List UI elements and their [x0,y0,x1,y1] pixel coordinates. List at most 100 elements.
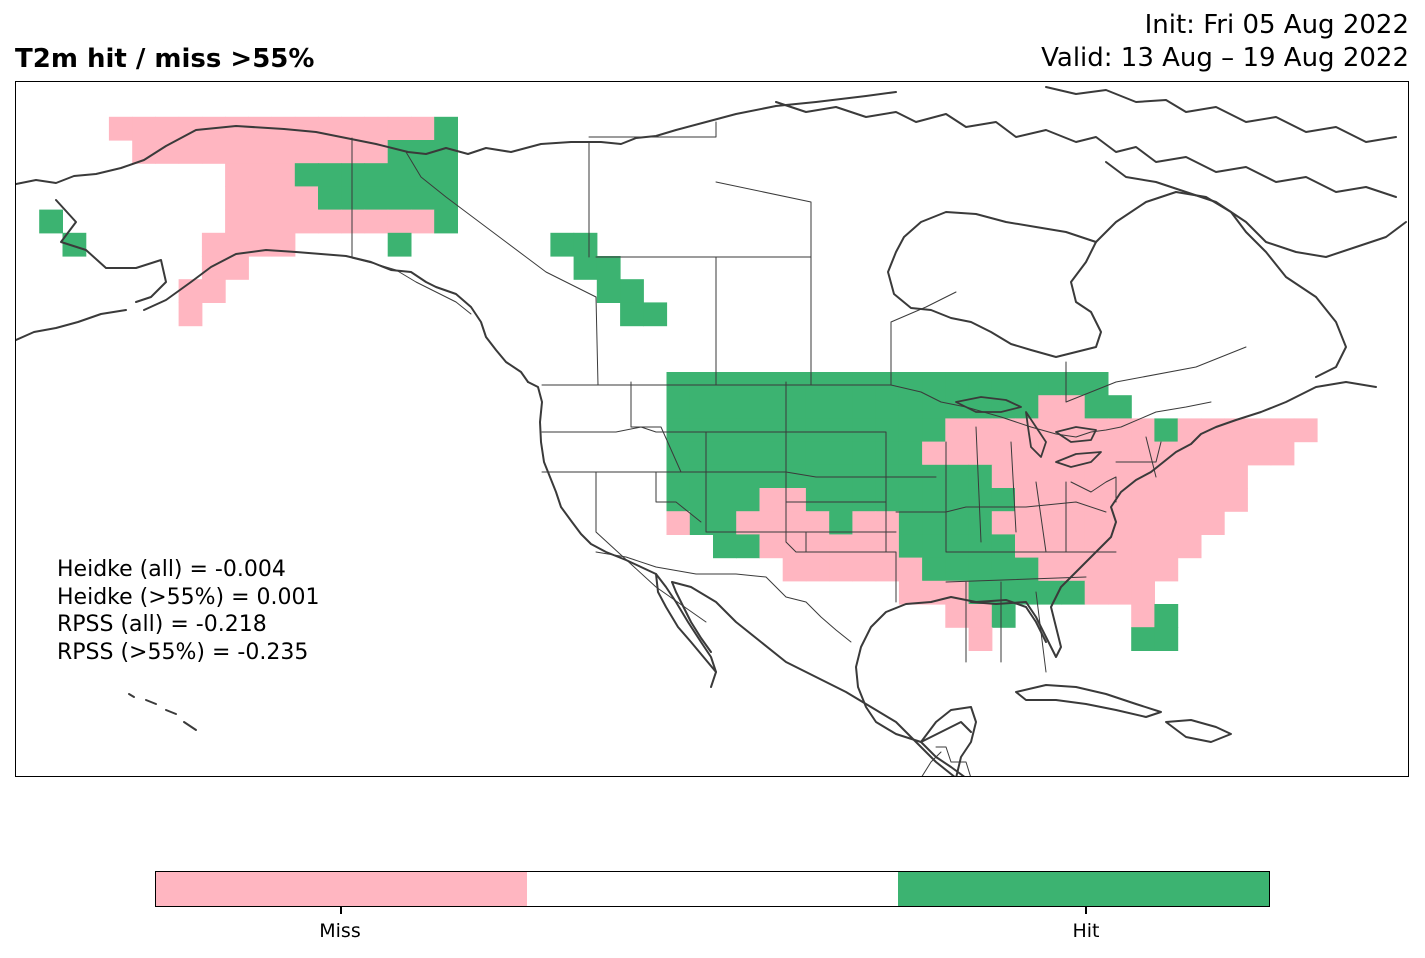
miss-cell [155,116,180,141]
miss-cell [1015,418,1039,443]
hit-cell [387,186,412,211]
grid-cells [39,116,1318,651]
coastline-arctic [16,91,897,185]
hit-cell [1015,395,1039,419]
coastline-aleutians [16,309,127,341]
miss-cell [271,209,296,234]
miss-cell [1108,441,1132,466]
hit-cell [829,395,853,419]
miss-cell [1131,511,1155,535]
miss-cell [248,232,273,257]
miss-cell [108,116,133,141]
miss-cell [1200,511,1225,535]
miss-cell [1154,557,1179,582]
init-date: Init: Fri 05 Aug 2022 [1144,10,1409,40]
coastline-central-america [920,741,965,776]
miss-cell [387,116,412,141]
rpss-55: RPSS (>55%) = -0.235 [57,639,309,665]
hit-cell [573,256,598,280]
hit-cell [875,441,900,466]
miss-cell [271,186,296,211]
miss-cell [1015,488,1039,512]
miss-cell [1015,534,1039,559]
miss-cell [666,511,691,535]
hit-cell [991,488,1016,512]
hit-cell [341,186,366,211]
miss-cell [782,557,807,582]
miss-cell [968,604,993,628]
miss-cell [271,163,296,187]
miss-cell [1061,488,1086,512]
miss-cell [1154,534,1179,559]
miss-cell [1015,441,1039,466]
hit-cell [759,418,784,443]
hit-cell [991,604,1016,628]
hit-cell [620,302,644,327]
hit-cell [782,418,807,443]
hit-cell [596,256,621,280]
hit-cell [434,140,458,164]
hit-cell [736,418,760,443]
hit-cell [875,395,900,419]
miss-cell [1200,418,1225,443]
colorbar-label-miss: Miss [319,920,361,942]
miss-cell [1084,534,1109,559]
miss-cell [294,209,319,234]
hit-cell [759,372,784,396]
miss-cell [1038,557,1063,582]
hit-cell [666,488,691,512]
hit-cell [736,441,760,466]
miss-cell [945,418,970,443]
miss-cell [225,186,249,211]
coastline-arctic-islands-1 [775,101,1397,198]
coastline-hispaniola [1165,719,1232,743]
border-alaska-canada [351,137,472,315]
hit-cell [829,441,853,466]
map-panel [15,81,1409,777]
chart-title: T2m hit / miss >55% [15,44,315,74]
hit-cell [991,534,1016,559]
miss-cell [1177,511,1202,535]
miss-cell [1131,580,1155,605]
miss-cell [852,557,877,582]
hit-cell [782,441,807,466]
hit-cell [1108,395,1132,419]
miss-cell [1084,441,1109,466]
hit-cell [968,488,993,512]
hit-cell [829,418,853,443]
hit-cell [1154,627,1179,651]
hit-cell [898,488,923,512]
hit-cell [922,557,946,582]
miss-cell [178,302,203,327]
hit-cell [713,488,737,512]
hit-cell [387,163,412,187]
hit-cell [922,372,946,396]
miss-cell [364,209,389,234]
hit-cell [596,279,621,303]
hit-cell [736,488,760,512]
coastline-mexico [671,581,956,776]
hit-cell [898,511,923,535]
miss-cell [736,511,760,535]
hit-cell [875,372,900,396]
hit-cell [689,372,714,396]
miss-cell [1061,534,1086,559]
hit-cell [736,534,760,559]
hit-cell [1061,372,1086,396]
miss-cell [852,534,877,559]
hit-cell [364,186,389,211]
miss-cell [318,116,342,141]
miss-cell [1200,464,1225,489]
hit-cell [713,418,737,443]
miss-cell [201,140,226,164]
miss-cell [1154,488,1179,512]
miss-cell [132,116,156,141]
miss-cell [341,140,366,164]
hit-cell [805,372,830,396]
miss-cell [945,441,970,466]
miss-cell [318,140,342,164]
miss-cell [1108,511,1132,535]
miss-cell [922,441,946,466]
hit-cell [991,580,1016,605]
coastline-arctic-islands-2 [1045,86,1397,143]
